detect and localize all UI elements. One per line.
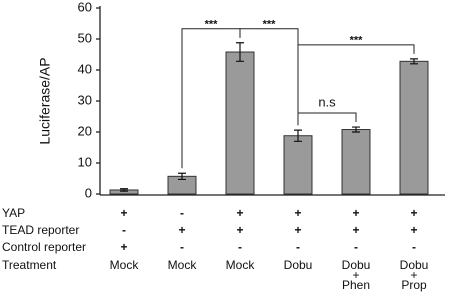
bar [399, 60, 429, 195]
y-tick-label: 0 [85, 185, 92, 200]
significance-label: n.s [318, 94, 336, 109]
bar [225, 51, 255, 195]
x-tick-label: Dobu [400, 258, 429, 272]
row-cell: + [236, 206, 243, 220]
significance-label: *** [263, 19, 277, 31]
y-tick-label: 40 [78, 61, 92, 76]
row-label: TEAD reporter [2, 223, 79, 237]
row-cell: - [354, 240, 358, 254]
x-tick-label: Mock [168, 258, 198, 272]
row-cell: + [120, 240, 127, 254]
row-cell: - [180, 240, 184, 254]
treatment-label: Treatment [2, 258, 57, 272]
row-cell: - [412, 240, 416, 254]
y-tick-label: 60 [78, 0, 92, 14]
significance-bracket [297, 44, 415, 126]
error-bar [120, 188, 128, 192]
y-axis-label: Luciferase/AP [37, 57, 53, 144]
x-tick-label: Dobu [342, 258, 371, 272]
y-tick-label: 20 [78, 123, 92, 138]
x-tick-label: Mock [110, 258, 140, 272]
x-tick-label: Mock [226, 258, 256, 272]
y-tick-label: 10 [78, 154, 92, 169]
error-bar [410, 58, 418, 65]
significance-bracket [297, 112, 357, 126]
x-tick-label: Prop [401, 278, 427, 292]
bar [341, 129, 371, 195]
error-bar [236, 42, 244, 62]
row-cell: + [410, 206, 417, 220]
row-cell: - [238, 240, 242, 254]
x-tick-label: + [410, 268, 417, 282]
y-tick-label: 50 [78, 30, 92, 45]
row-label: Control reporter [2, 240, 86, 254]
row-label: YAP [2, 206, 25, 220]
row-cell: + [352, 223, 359, 237]
bar [283, 135, 313, 195]
error-bar [352, 126, 360, 133]
significance-label: *** [350, 35, 364, 47]
x-tick-label: Dobu [284, 258, 313, 272]
error-bar [178, 172, 186, 181]
x-tick-label: Phen [342, 278, 370, 292]
row-cell: + [410, 223, 417, 237]
row-cell: + [120, 206, 127, 220]
x-tick-label: + [352, 268, 359, 282]
row-cell: + [294, 223, 301, 237]
row-cell: + [236, 223, 243, 237]
row-cell: + [352, 206, 359, 220]
row-cell: + [178, 223, 185, 237]
y-tick-label: 30 [78, 92, 92, 107]
row-cell: - [296, 240, 300, 254]
significance-label: *** [205, 19, 219, 31]
row-cell: - [122, 223, 126, 237]
row-cell: + [294, 206, 301, 220]
error-bar [294, 129, 302, 142]
row-cell: - [180, 206, 184, 220]
